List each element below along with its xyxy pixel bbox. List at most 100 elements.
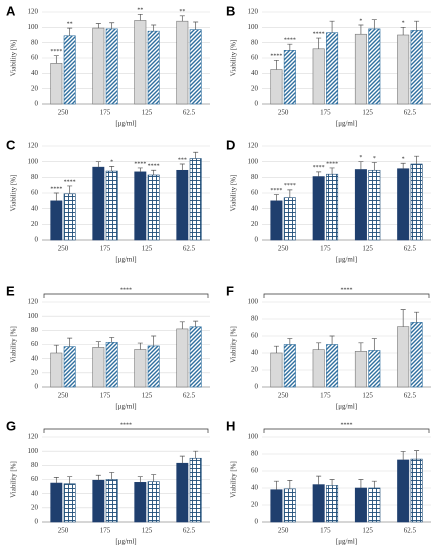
bar xyxy=(312,484,325,523)
x-tick-label: 62.5 xyxy=(404,245,417,253)
bar xyxy=(105,170,118,241)
bar xyxy=(50,482,63,523)
error-bar xyxy=(400,26,406,35)
bracket-label: **** xyxy=(120,422,132,428)
panel-letter: E xyxy=(6,283,15,298)
error-bar xyxy=(329,167,335,175)
bar xyxy=(270,352,283,388)
error-bar xyxy=(316,342,322,350)
x-tick-label: 175 xyxy=(100,109,111,117)
x-axis-label: [μg/ml] xyxy=(336,120,357,128)
panel-letter: H xyxy=(226,418,235,433)
significance-label: ** xyxy=(179,9,185,15)
error-bar xyxy=(400,162,406,169)
bar xyxy=(189,158,202,241)
bar xyxy=(354,169,367,241)
error-bar xyxy=(414,20,420,31)
y-tick-label: 40 xyxy=(251,69,259,77)
error-bar xyxy=(53,55,59,64)
panel-letter: G xyxy=(6,418,16,433)
significance-bracket xyxy=(43,293,209,298)
panel: G 0 20 40 60 80 100 120 Viability [%] [μg/ml] 250 1… xyxy=(6,418,210,546)
y-tick-label: 100 xyxy=(248,157,259,165)
error-bar xyxy=(400,309,406,327)
y-tick-label: 80 xyxy=(31,461,39,469)
bar xyxy=(92,166,105,241)
bar xyxy=(50,200,63,241)
bar xyxy=(92,479,105,523)
significance-label: **** xyxy=(284,38,296,44)
error-bar xyxy=(358,161,364,170)
y-tick-label: 80 xyxy=(31,173,39,181)
significance-label: **** xyxy=(326,161,338,167)
x-axis-label: [μg/ml] xyxy=(336,403,357,411)
error-bar xyxy=(371,338,377,351)
bar xyxy=(368,350,381,388)
error-bar xyxy=(53,344,59,353)
error-bar xyxy=(67,27,73,36)
bar xyxy=(326,173,339,241)
y-axis-label: Viability [%] xyxy=(230,326,238,363)
x-tick-label: 62.5 xyxy=(183,392,196,400)
y-tick-label: 40 xyxy=(251,349,259,357)
bar xyxy=(397,34,410,105)
x-axis-label: [μg/ml] xyxy=(336,538,357,546)
bar xyxy=(410,458,423,523)
y-axis-label: Viability [%] xyxy=(230,175,238,212)
error-bar xyxy=(67,337,73,347)
y-tick-label: 100 xyxy=(28,312,39,320)
x-tick-label: 250 xyxy=(278,527,289,535)
y-tick-label: 100 xyxy=(28,447,39,455)
x-tick-label: 175 xyxy=(320,527,331,535)
x-tick-label: 250 xyxy=(278,392,289,400)
error-bar xyxy=(273,59,279,70)
significance-label: **** xyxy=(134,161,146,167)
x-tick-label: 62.5 xyxy=(404,392,417,400)
significance-label: **** xyxy=(313,31,325,37)
y-tick-label: 80 xyxy=(251,38,259,46)
bar xyxy=(63,346,76,388)
error-bar xyxy=(109,22,115,29)
y-tick-label: 60 xyxy=(31,189,39,197)
bar xyxy=(410,163,423,241)
bar xyxy=(105,342,118,388)
significance-label: ** xyxy=(137,8,143,14)
y-axis-label: Viability [%] xyxy=(230,40,238,77)
bracket-label: **** xyxy=(120,287,132,293)
significance-label: **** xyxy=(270,54,282,60)
y-tick-label: 60 xyxy=(251,54,259,62)
x-tick-label: 125 xyxy=(142,392,153,400)
significance-label: **** xyxy=(50,49,62,55)
significance-bracket xyxy=(263,293,430,298)
panel: A 0 20 40 60 80 100 120 Viability [%] [μg/ml] 250 *… xyxy=(6,3,210,128)
bar xyxy=(189,29,202,105)
significance-label: **** xyxy=(148,164,160,170)
bar xyxy=(354,487,367,523)
bar xyxy=(105,479,118,523)
y-tick-label: 100 xyxy=(28,23,39,31)
y-tick-label: 0 xyxy=(255,518,259,526)
significance-label: **** xyxy=(270,188,282,194)
bar xyxy=(283,197,296,241)
bar xyxy=(147,345,160,388)
bar xyxy=(147,30,160,105)
x-tick-label: 250 xyxy=(58,109,69,117)
error-bar xyxy=(137,476,143,483)
significance-label: * xyxy=(373,156,376,162)
x-tick-label: 62.5 xyxy=(183,527,196,535)
x-tick-label: 250 xyxy=(58,245,69,253)
error-bar xyxy=(371,480,377,488)
y-tick-label: 80 xyxy=(31,326,39,334)
y-tick-label: 20 xyxy=(31,503,39,511)
x-tick-label: 250 xyxy=(58,392,69,400)
y-tick-label: 100 xyxy=(248,298,259,306)
bar xyxy=(326,344,339,388)
significance-label: **** xyxy=(64,179,76,185)
bracket-label: **** xyxy=(341,422,353,428)
y-tick-label: 40 xyxy=(31,489,39,497)
error-bar xyxy=(414,155,420,165)
bar xyxy=(326,32,339,105)
panel: F 0 20 40 60 80 100 Viability [%] [μg/ml] 250 175 1… xyxy=(226,283,431,411)
y-tick-label: 0 xyxy=(35,518,39,526)
error-bar xyxy=(67,185,73,194)
